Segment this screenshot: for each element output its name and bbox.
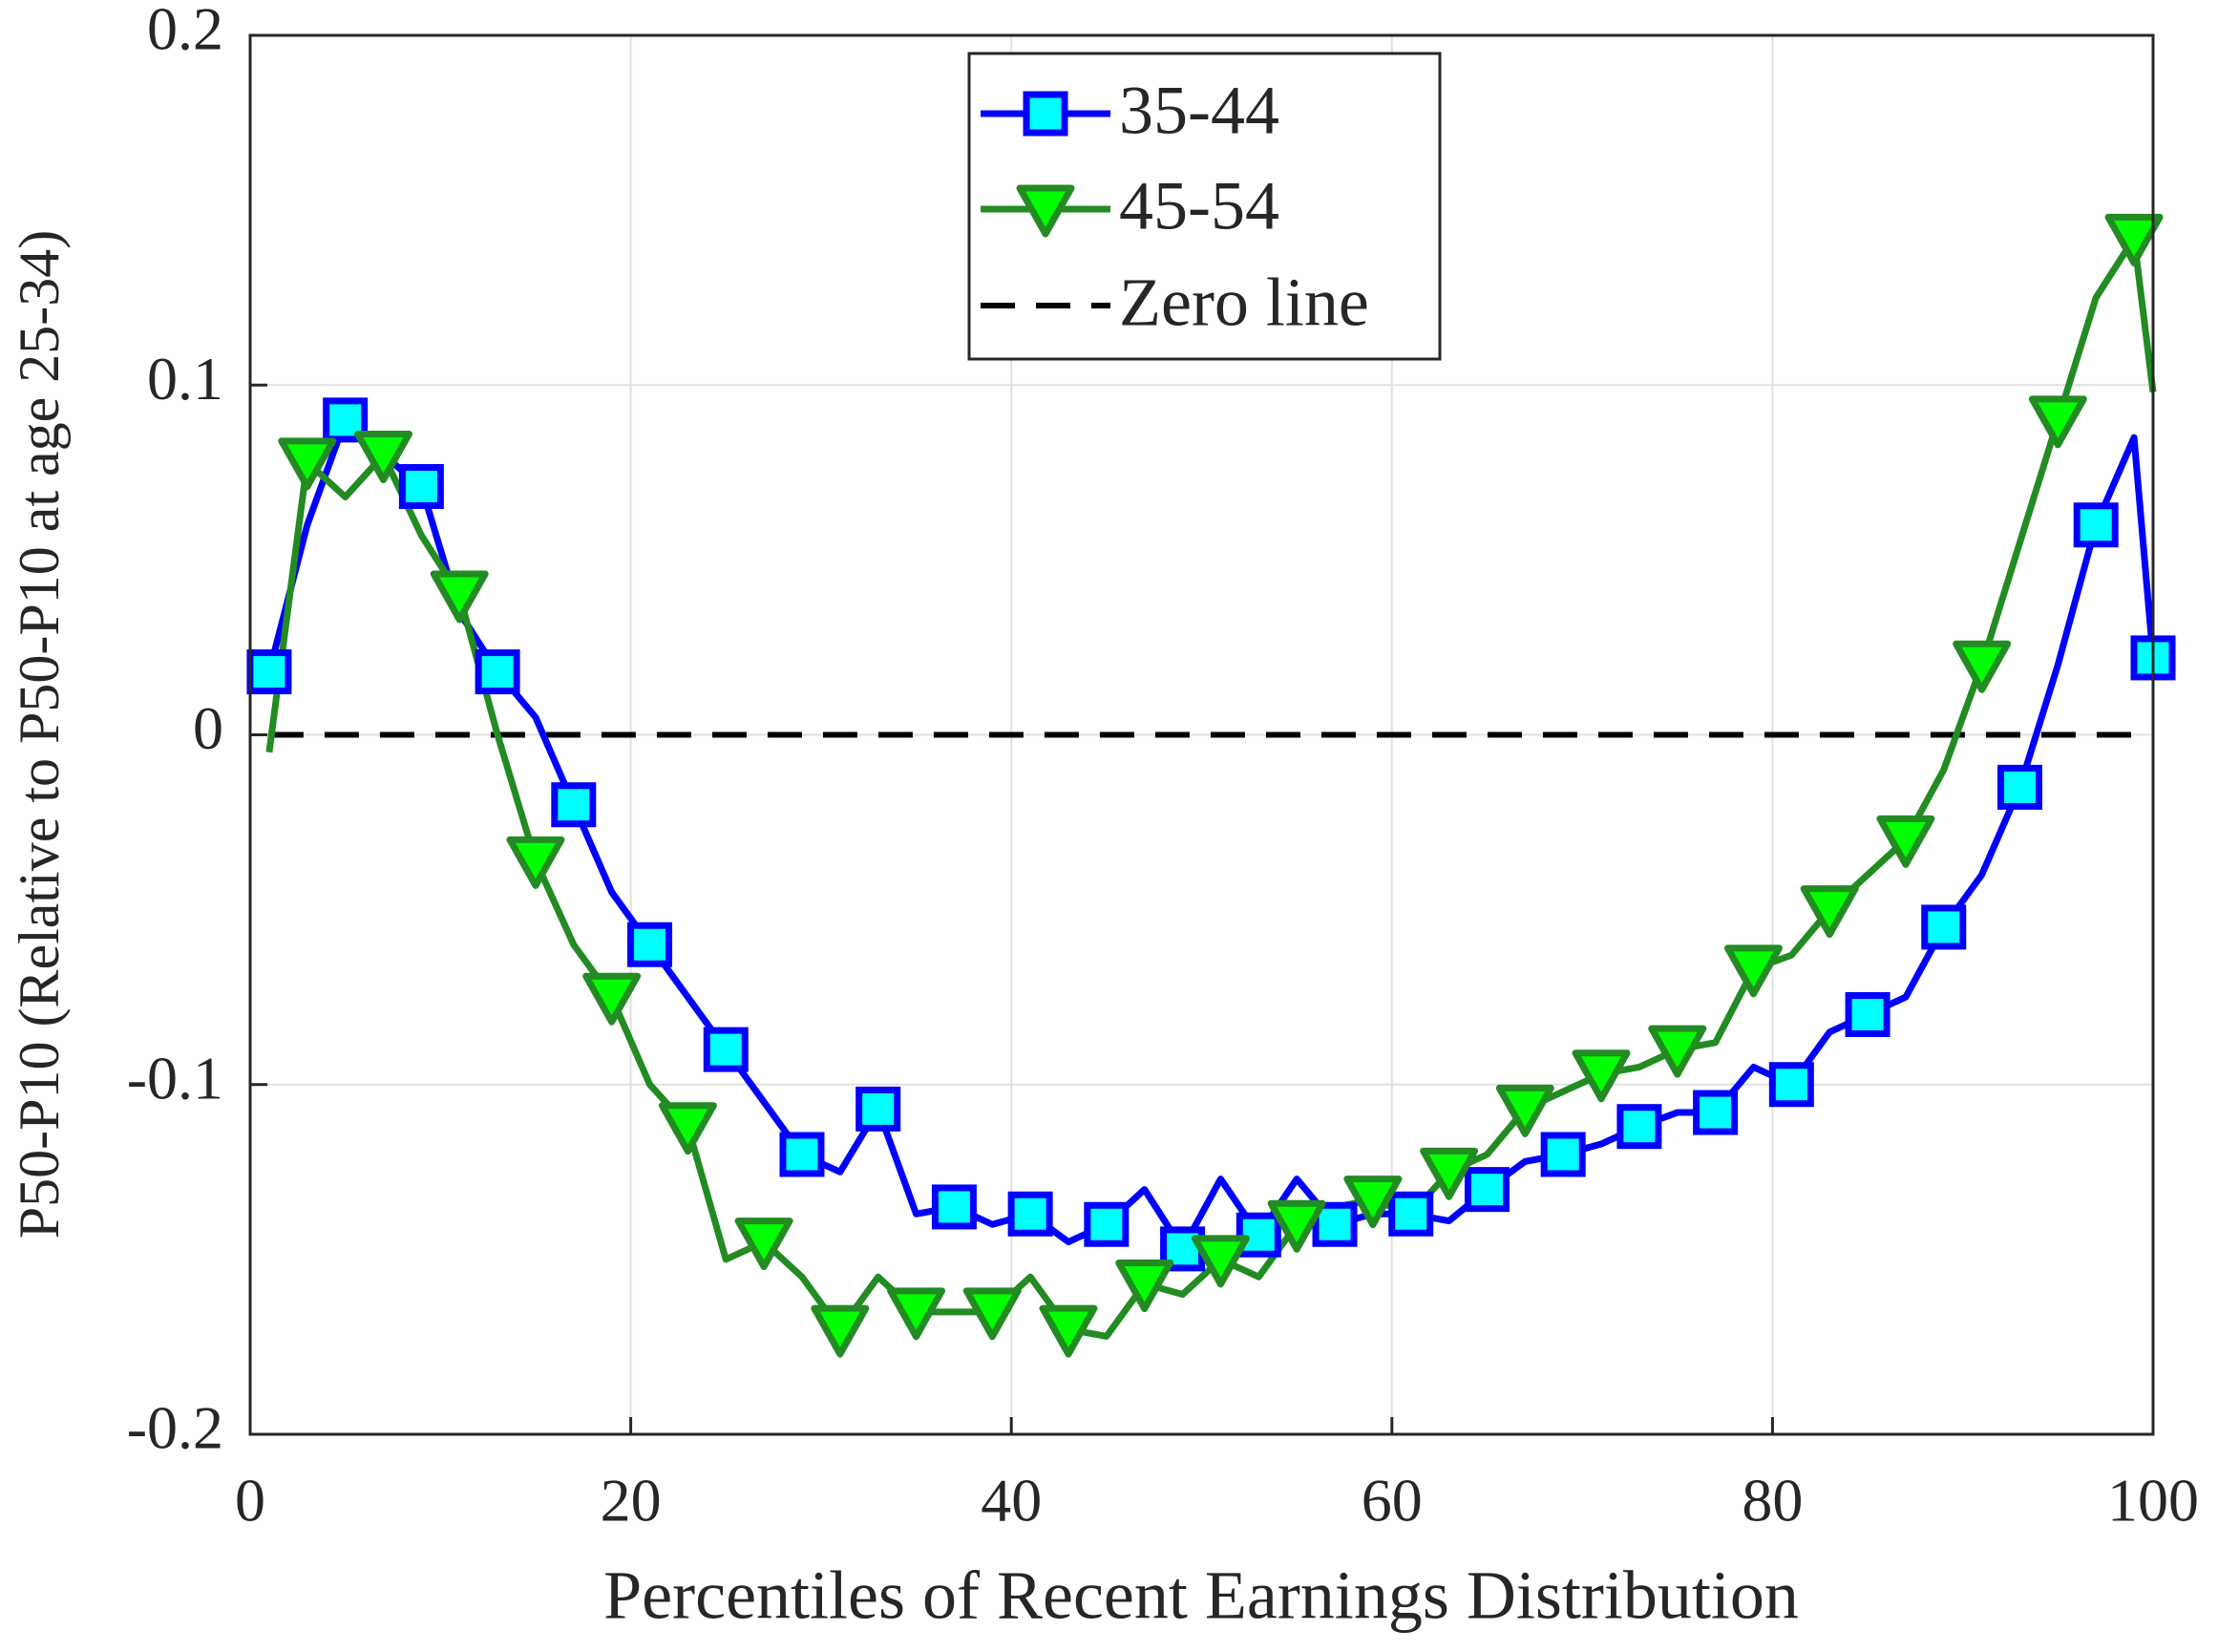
marker [1115, 1260, 1174, 1313]
marker [354, 431, 413, 483]
marker [323, 397, 369, 443]
marker [278, 437, 337, 491]
marker [1876, 815, 1935, 868]
marker [1540, 1132, 1586, 1177]
y-tick-label: 0 [193, 694, 223, 762]
marker [1723, 944, 1783, 998]
marker [2104, 213, 2164, 266]
y-tick-label: -0.1 [127, 1044, 223, 1112]
marker [1495, 1084, 1554, 1137]
marker [1800, 885, 1859, 939]
marker [1007, 1191, 1053, 1237]
marker [1343, 1175, 1403, 1229]
marker [1845, 992, 1891, 1037]
marker [1312, 1201, 1358, 1247]
marker [1572, 1049, 1631, 1103]
marker [1768, 1062, 1814, 1108]
marker [1084, 1201, 1130, 1247]
marker [1236, 1212, 1281, 1258]
marker [734, 1218, 793, 1271]
marker [1464, 1167, 1510, 1213]
marker [1996, 764, 2042, 810]
marker [1420, 1147, 1479, 1200]
marker [2073, 502, 2119, 548]
x-tick-label: 60 [1362, 1467, 1423, 1535]
marker [779, 1132, 825, 1177]
legend: 35-44 45-54 Zero line [967, 52, 1442, 361]
marker [1267, 1199, 1326, 1253]
x-tick-label: 20 [601, 1467, 662, 1535]
x-tick-label: 0 [235, 1467, 265, 1535]
legend-marker [1016, 184, 1075, 238]
x-axis-label: Percentiles of Recent Earnings Distribut… [603, 1557, 1799, 1634]
marker [1648, 1025, 1707, 1078]
legend-marker [1023, 91, 1068, 137]
marker [658, 1102, 717, 1155]
marker [430, 570, 489, 624]
marker [1616, 1104, 1662, 1150]
x-tick-label: 80 [1742, 1467, 1803, 1535]
marker [1693, 1090, 1739, 1135]
marker [475, 649, 520, 695]
marker [887, 1287, 946, 1341]
marker [582, 972, 642, 1026]
marker [398, 463, 444, 509]
legend-label: 35-44 [1119, 73, 1279, 149]
marker [811, 1304, 870, 1358]
marker [1191, 1235, 1250, 1288]
marker [1953, 640, 2012, 693]
marker [856, 1086, 901, 1132]
marker [506, 836, 565, 889]
marker [931, 1184, 977, 1230]
legend-label: Zero line [1119, 265, 1369, 341]
marker [703, 1027, 749, 1072]
marker [1388, 1191, 1434, 1237]
y-tick-label: -0.2 [127, 1394, 223, 1462]
y-axis-label: P50-P10 (Relative to P50-P10 at age 25-3… [8, 230, 71, 1239]
marker [2028, 395, 2087, 449]
y-tick-label: 0.1 [147, 345, 223, 413]
marker [962, 1287, 1022, 1341]
x-tick-label: 40 [981, 1467, 1042, 1535]
legend-label: 45-54 [1119, 168, 1279, 244]
marker [627, 921, 673, 967]
x-tick-label: 100 [2107, 1467, 2199, 1535]
plot-area [246, 213, 2176, 1358]
marker [551, 782, 597, 828]
marker [246, 649, 292, 695]
y-tick-label: 0.2 [147, 0, 223, 63]
marker [1039, 1304, 1098, 1358]
marker [1921, 904, 1967, 950]
